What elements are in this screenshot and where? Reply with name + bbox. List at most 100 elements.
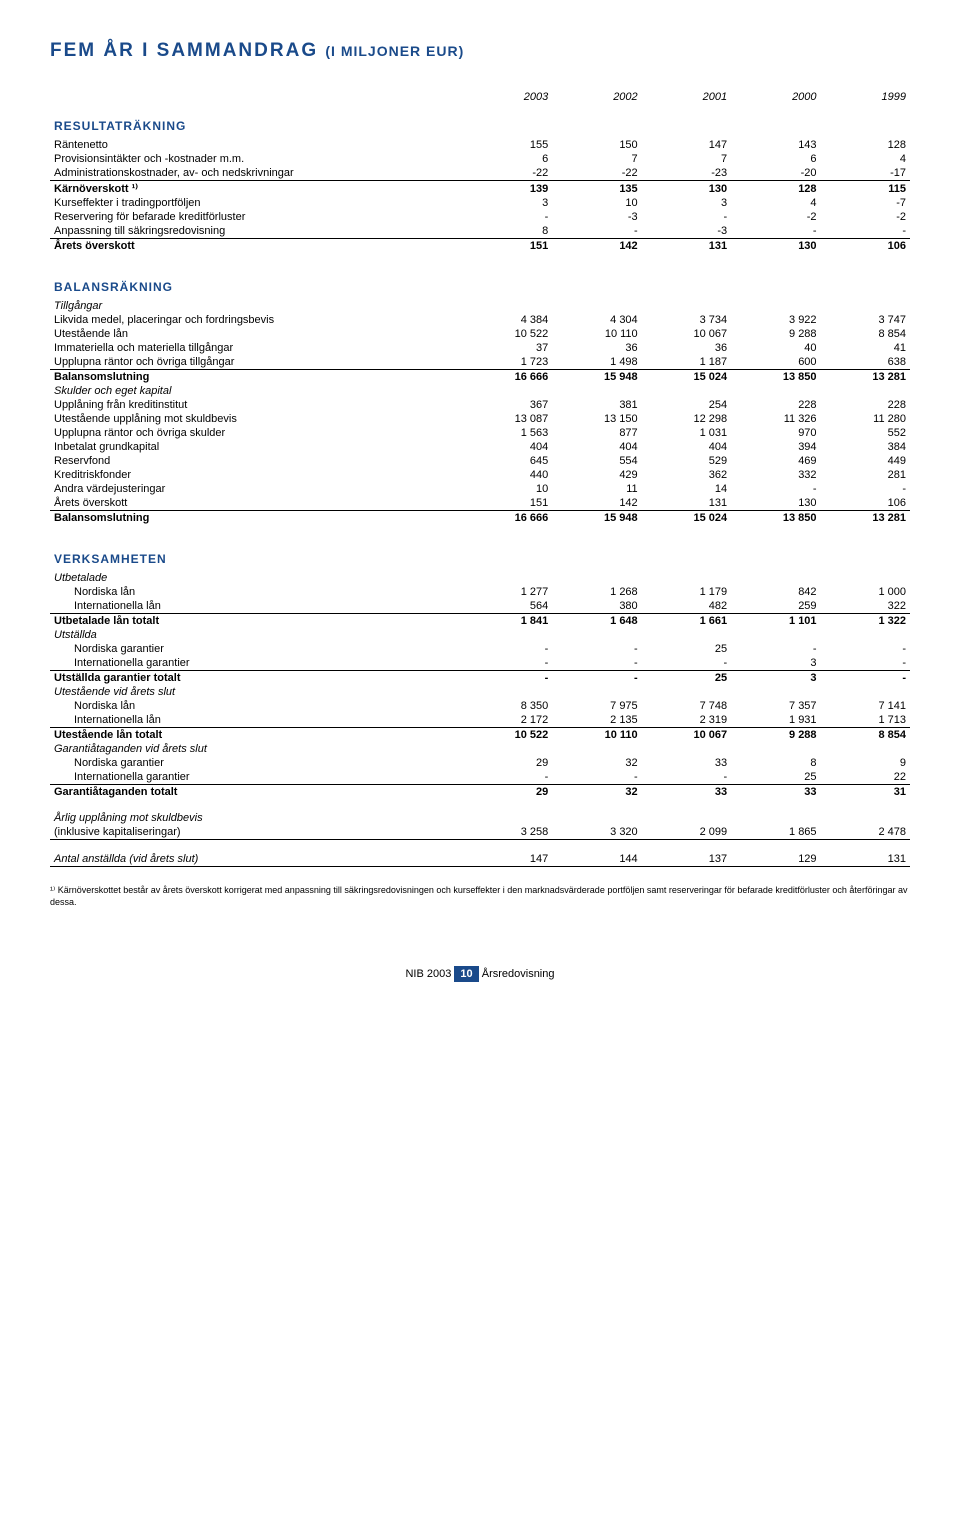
cell-value: 4 [821, 152, 910, 166]
row-label: Utställda garantier totalt [50, 671, 463, 686]
cell-value: - [731, 642, 820, 656]
row-label: Utbetalade lån totalt [50, 614, 463, 629]
cell-value: 3 320 [552, 825, 641, 840]
table-row: Utestående lån totalt10 52210 11010 0679… [50, 728, 910, 743]
section-balansrakning: BALANSRÄKNING [54, 280, 906, 294]
cell-value: 147 [463, 852, 552, 867]
cell-value: 404 [642, 440, 731, 454]
cell-value: 10 522 [463, 728, 552, 743]
cell-value: 33 [642, 785, 731, 800]
row-label: Provisionsintäkter och -kostnader m.m. [50, 152, 463, 166]
cell-value: 3 258 [463, 825, 552, 840]
table-row: Kurseffekter i tradingportföljen31034-7 [50, 196, 910, 210]
years-header: 2003 2002 2001 2000 1999 [50, 90, 910, 104]
subhead-utstallda: Utställda [50, 628, 910, 642]
table-row: Årets överskott151142131130106 [50, 496, 910, 511]
row-label: Administrationskostnader, av- och nedskr… [50, 166, 463, 181]
row-label: Nordiska lån [50, 585, 463, 599]
row-label: Reservfond [50, 454, 463, 468]
cell-value: 4 384 [463, 313, 552, 327]
table-row: Årets överskott151142131130106 [50, 239, 910, 254]
cell-value: 135 [552, 181, 641, 197]
cell-value: 8 854 [821, 728, 910, 743]
cell-value: 15 948 [552, 511, 641, 526]
table-row: (inklusive kapitaliseringar)3 2583 3202 … [50, 825, 910, 840]
cell-value: 381 [552, 398, 641, 412]
row-label: Garantiåtaganden totalt [50, 785, 463, 800]
cell-value: 7 748 [642, 699, 731, 713]
cell-value: 2 099 [642, 825, 731, 840]
table-row: Räntenetto155150147143128 [50, 138, 910, 152]
cell-value: 9 [821, 756, 910, 770]
subhead-utbetalade: Utbetalade [50, 571, 910, 585]
cell-value: 4 304 [552, 313, 641, 327]
cell-value: 3 734 [642, 313, 731, 327]
cell-value: 33 [731, 785, 820, 800]
cell-value: 41 [821, 341, 910, 355]
subhead-garanti: Garantiåtaganden vid årets slut [50, 742, 910, 756]
cell-value: 13 281 [821, 370, 910, 385]
table-row: Anpassning till säkringsredovisning8--3-… [50, 224, 910, 239]
cell-value: 139 [463, 181, 552, 197]
footer-page: 10 [454, 966, 478, 982]
table-row: Internationella garantier---2522 [50, 770, 910, 785]
year-col: 2003 [463, 90, 552, 104]
cell-value: - [821, 656, 910, 671]
cell-value: - [552, 642, 641, 656]
row-label: Upplupna räntor och övriga tillgångar [50, 355, 463, 370]
row-label: Årets överskott [50, 496, 463, 511]
cell-value: 1 723 [463, 355, 552, 370]
cell-value: - [731, 482, 820, 496]
cell-value: 1 000 [821, 585, 910, 599]
cell-value: 16 666 [463, 511, 552, 526]
cell-value: 130 [642, 181, 731, 197]
row-label: Andra värdejusteringar [50, 482, 463, 496]
cell-value: 142 [552, 239, 641, 254]
cell-value: 6 [463, 152, 552, 166]
cell-value: 155 [463, 138, 552, 152]
cell-value: -17 [821, 166, 910, 181]
cell-value: 469 [731, 454, 820, 468]
cell-value: 16 666 [463, 370, 552, 385]
cell-value: 3 [731, 656, 820, 671]
cell-value: 151 [463, 239, 552, 254]
table-row: Immateriella och materiella tillgångar37… [50, 341, 910, 355]
cell-value: 842 [731, 585, 820, 599]
cell-value: 449 [821, 454, 910, 468]
cell-value: 645 [463, 454, 552, 468]
cell-value: 1 031 [642, 426, 731, 440]
cell-value: - [642, 656, 731, 671]
cell-value: 1 841 [463, 614, 552, 629]
table-row: Upplupna räntor och övriga skulder1 5638… [50, 426, 910, 440]
cell-value: 32 [552, 756, 641, 770]
cell-value: - [463, 642, 552, 656]
cell-value: 15 024 [642, 511, 731, 526]
cell-value: 128 [731, 181, 820, 197]
cell-value: 554 [552, 454, 641, 468]
page-footer: NIB 2003 10 Årsredovisning [50, 968, 910, 980]
cell-value: -22 [463, 166, 552, 181]
cell-value: 228 [821, 398, 910, 412]
cell-value: -3 [552, 210, 641, 224]
row-label: Internationella lån [50, 599, 463, 614]
row-label: Upplupna räntor och övriga skulder [50, 426, 463, 440]
table-row: Utställda garantier totalt--253- [50, 671, 910, 686]
cell-value: 3 922 [731, 313, 820, 327]
row-label: Kreditriskfonder [50, 468, 463, 482]
cell-value: 13 281 [821, 511, 910, 526]
cell-value: 8 854 [821, 327, 910, 341]
row-label: Immateriella och materiella tillgångar [50, 341, 463, 355]
row-label: Nordiska lån [50, 699, 463, 713]
row-label: Räntenetto [50, 138, 463, 152]
table-row: Internationella lån564380482259322 [50, 599, 910, 614]
cell-value: 142 [552, 496, 641, 511]
row-label: Reservering för befarade kreditförluster [50, 210, 463, 224]
cell-value: 2 319 [642, 713, 731, 728]
cell-value: 440 [463, 468, 552, 482]
table-row: Garantiåtaganden totalt2932333331 [50, 785, 910, 800]
cell-value: 10 [552, 196, 641, 210]
cell-value: 33 [642, 756, 731, 770]
table-row: Reservering för befarade kreditförluster… [50, 210, 910, 224]
cell-value: 8 [731, 756, 820, 770]
cell-value: 1 648 [552, 614, 641, 629]
